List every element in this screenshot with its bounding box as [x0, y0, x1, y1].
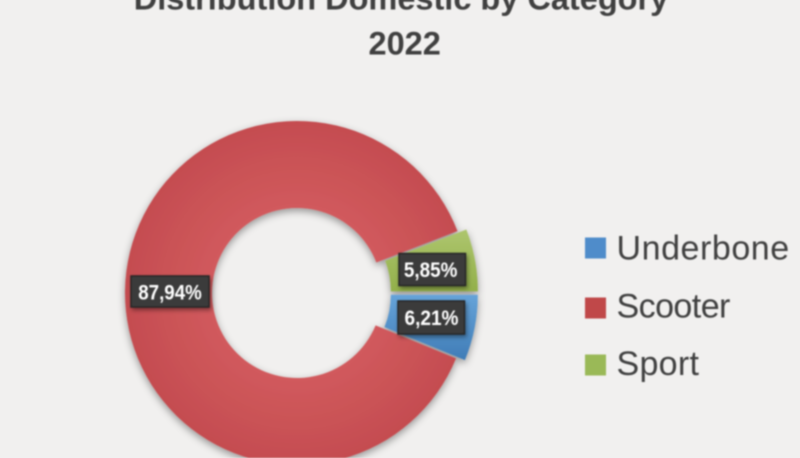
- svg-text:Underbone: Underbone: [617, 229, 790, 267]
- svg-text:Sport: Sport: [617, 345, 700, 383]
- svg-text:2022: 2022: [369, 25, 441, 61]
- svg-text:5,85%: 5,85%: [404, 258, 458, 282]
- svg-text:Scooter: Scooter: [617, 287, 731, 325]
- svg-text:6,21%: 6,21%: [405, 306, 459, 330]
- svg-text:87,94%: 87,94%: [138, 281, 202, 305]
- svg-text:Distribution Domestic by Categ: Distribution Domestic by Category: [134, 0, 669, 17]
